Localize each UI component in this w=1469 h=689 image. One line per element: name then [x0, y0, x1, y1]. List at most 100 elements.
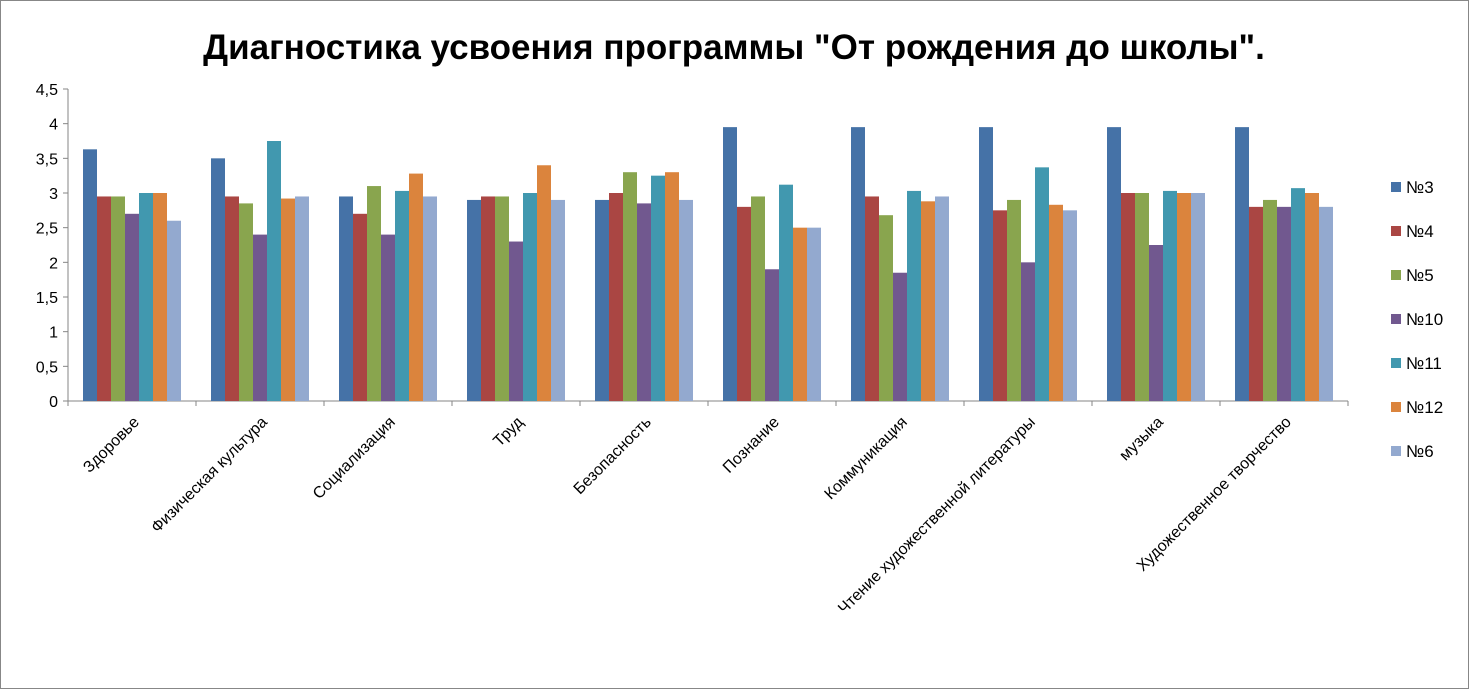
x-category-label: Труд — [490, 413, 527, 450]
bar — [623, 172, 637, 401]
legend-swatch — [1391, 182, 1401, 192]
bar — [153, 193, 167, 401]
y-tick-label: 2,5 — [36, 221, 58, 238]
bar — [339, 196, 353, 401]
legend-swatch — [1391, 314, 1401, 324]
bar — [1305, 193, 1319, 401]
bar — [551, 199, 565, 401]
bar — [423, 196, 437, 401]
y-tick-label: 1 — [49, 325, 58, 342]
bar — [595, 199, 609, 401]
bar — [865, 196, 879, 401]
bar — [1135, 193, 1149, 401]
legend-swatch — [1391, 226, 1401, 236]
x-category-label: Чтение художественной литературы — [835, 414, 1039, 618]
bar — [267, 141, 281, 401]
chart-title: Диагностика усвоения программы "От рожде… — [203, 28, 1265, 67]
bar — [609, 193, 623, 401]
legend-swatch — [1391, 446, 1401, 456]
x-category-label: музыка — [1116, 414, 1166, 464]
bar — [353, 213, 367, 401]
bar — [1007, 199, 1021, 401]
legend-swatch — [1391, 270, 1401, 280]
bar — [637, 203, 651, 401]
x-category-label: Познание — [720, 414, 783, 477]
bar — [1235, 127, 1249, 401]
bar — [935, 196, 949, 401]
legend: №3 №4 №5 №10 №11 №12 №6 — [1391, 178, 1443, 461]
bar — [139, 193, 153, 401]
legend-label: №6 — [1406, 442, 1434, 461]
bar — [211, 158, 225, 401]
bar — [1021, 262, 1035, 401]
bar — [467, 199, 481, 401]
y-tick-label: 3,5 — [36, 151, 58, 168]
bar — [1319, 206, 1333, 401]
legend-label: №10 — [1406, 310, 1443, 329]
y-tick-label: 0 — [49, 394, 58, 411]
bar — [1191, 193, 1205, 401]
bar — [537, 165, 551, 401]
legend-label: №4 — [1406, 222, 1434, 241]
bar — [1163, 190, 1177, 401]
bar — [367, 186, 381, 401]
bar — [281, 198, 295, 401]
legend-label: №11 — [1406, 354, 1442, 373]
bar — [907, 190, 921, 401]
bar — [239, 203, 253, 401]
bar — [523, 193, 537, 401]
y-axis: 0 0,5 1 1,5 2 2,5 3 3,5 4 4,5 — [36, 82, 69, 411]
bar — [1177, 193, 1191, 401]
x-axis: Здоровье Физическая культура Социализация Т… — [67, 400, 1349, 618]
bar — [395, 190, 409, 401]
bar — [97, 196, 111, 401]
y-tick-label: 0,5 — [36, 359, 58, 376]
y-tick-label: 4,5 — [36, 82, 58, 99]
bar — [723, 127, 737, 401]
bar — [225, 196, 239, 401]
bar — [665, 172, 679, 401]
x-category-label: Коммуникация — [822, 414, 911, 503]
bar — [679, 199, 693, 401]
bar — [793, 227, 807, 401]
y-tick-label: 4 — [49, 117, 58, 134]
bar — [381, 234, 395, 401]
bars — [83, 127, 1333, 401]
x-category-label: Художественное творчество — [1134, 414, 1295, 575]
y-tick-label: 3 — [49, 186, 58, 203]
y-tick-label: 2 — [49, 255, 58, 272]
bar — [651, 175, 665, 401]
bar — [737, 206, 751, 401]
bar — [1063, 210, 1077, 401]
bar — [979, 127, 993, 401]
bar — [879, 215, 893, 401]
bar — [253, 234, 267, 401]
bar — [893, 272, 907, 401]
bar — [409, 173, 423, 401]
bar — [125, 213, 139, 401]
legend-label: №12 — [1406, 398, 1443, 417]
bar — [1121, 193, 1135, 401]
bar — [111, 196, 125, 401]
bar — [851, 127, 865, 401]
bar — [167, 220, 181, 401]
bar — [765, 269, 779, 401]
bar — [1049, 204, 1063, 401]
x-category-label: Безопасность — [571, 414, 655, 498]
bar — [83, 149, 97, 401]
legend-label: №3 — [1406, 178, 1434, 197]
legend-label: №5 — [1406, 266, 1434, 285]
bar — [509, 241, 523, 401]
legend-swatch — [1391, 402, 1401, 412]
bar — [1035, 167, 1049, 401]
x-category-label: Физическая культура — [148, 414, 271, 537]
x-category-label: Социализация — [310, 414, 399, 503]
bar — [495, 196, 509, 401]
bar — [1107, 127, 1121, 401]
bar — [751, 196, 765, 401]
bar — [295, 196, 309, 401]
bar — [993, 210, 1007, 401]
bar — [1291, 188, 1305, 401]
